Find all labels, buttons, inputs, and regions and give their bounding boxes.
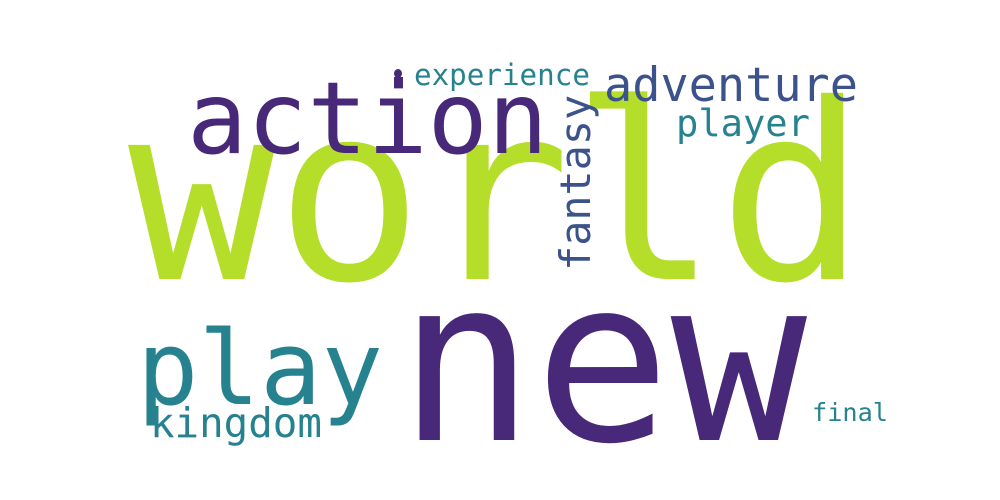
word-action: action bbox=[187, 59, 549, 177]
word-final: final bbox=[812, 397, 889, 427]
word-adventure: adventure bbox=[604, 58, 858, 114]
word-new: new bbox=[398, 230, 807, 494]
dot-mark bbox=[394, 69, 402, 78]
word-kingdom: kingdom bbox=[150, 398, 322, 447]
word-fantasy: fantasy bbox=[551, 95, 601, 271]
word-play: play bbox=[137, 309, 383, 429]
word-world: world bbox=[128, 50, 866, 337]
word-player: player bbox=[676, 101, 810, 145]
word-experience: experience bbox=[414, 58, 590, 93]
